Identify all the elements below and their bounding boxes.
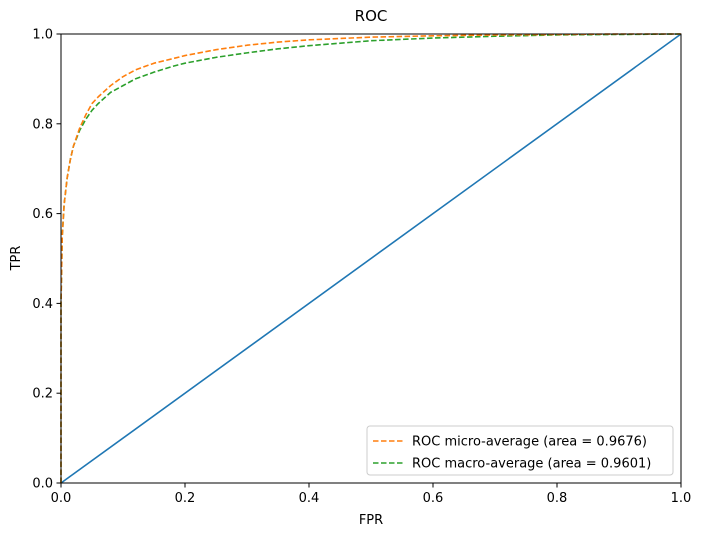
y-tick-label: 0.8 (32, 117, 53, 132)
x-axis-ticks: 0.0 0.2 0.4 0.6 0.8 1.0 (51, 483, 692, 506)
x-tick-label: 0.4 (299, 491, 320, 506)
y-axis-label: TPR (9, 246, 24, 272)
x-tick-label: 0.8 (547, 491, 568, 506)
chart-title: ROC (355, 7, 388, 25)
y-axis-ticks: 0.0 0.2 0.4 0.6 0.8 1.0 (32, 28, 61, 492)
x-tick-label: 1.0 (671, 491, 692, 506)
series-line-macro-average (60, 33, 682, 483)
legend-label-macro-average: ROC macro-average (area = 0.9601) (412, 457, 651, 472)
y-tick-label: 0.0 (32, 477, 53, 492)
plot-frame (60, 33, 682, 484)
x-axis-label: FPR (359, 513, 383, 528)
x-tick-label: 0.6 (423, 491, 444, 506)
x-tick-label: 0.0 (51, 491, 72, 506)
y-tick-label: 0.6 (32, 207, 53, 222)
legend: ROC micro-average (area = 0.9676) ROC ma… (366, 425, 674, 476)
y-tick-label: 0.2 (32, 387, 53, 402)
y-tick-label: 0.4 (32, 297, 53, 312)
series-layer (60, 33, 682, 484)
plot-area (60, 33, 682, 484)
series-line-diagonal (60, 33, 682, 484)
y-tick-label: 1.0 (32, 28, 53, 43)
x-tick-label: 0.2 (175, 491, 196, 506)
legend-label-micro-average: ROC micro-average (area = 0.9676) (412, 435, 647, 450)
legend-frame (366, 425, 674, 476)
